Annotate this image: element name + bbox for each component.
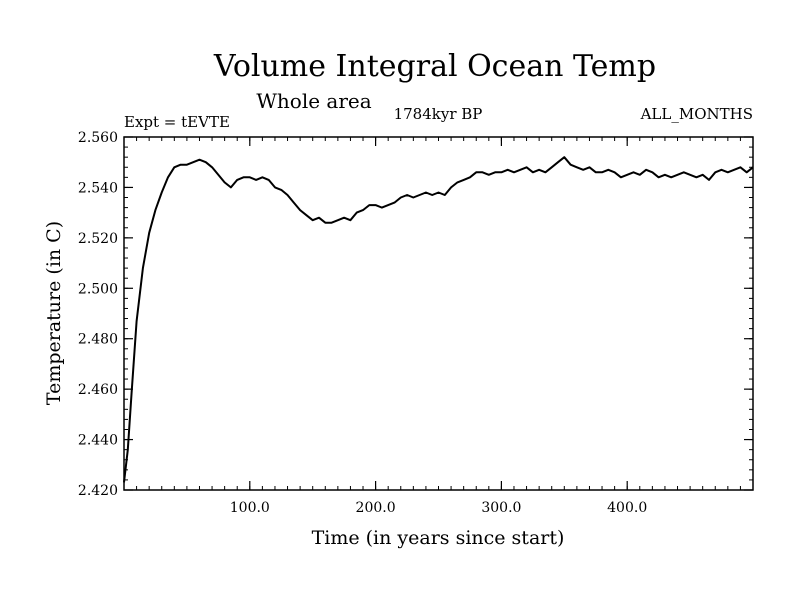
plot-frame bbox=[123, 136, 754, 491]
y-tick-label: 2.420 bbox=[78, 483, 118, 499]
y-tick-label: 2.540 bbox=[78, 180, 118, 196]
months-label: ALL_MONTHS bbox=[640, 105, 753, 123]
x-axis-tick-labels: 100.0 200.0 300.0 400.0 bbox=[230, 500, 647, 516]
x-tick-label: 400.0 bbox=[607, 500, 647, 516]
y-tick-label: 2.460 bbox=[78, 382, 118, 398]
x-tick-label: 100.0 bbox=[230, 500, 270, 516]
period-label: 1784kyr BP bbox=[394, 105, 483, 123]
x-tick-label: 300.0 bbox=[481, 500, 521, 516]
y-tick-label: 2.500 bbox=[78, 281, 118, 297]
x-axis-label: Time (in years since start) bbox=[312, 527, 565, 549]
chart-subtitle: Whole area bbox=[256, 89, 371, 113]
y-tick-label: 2.560 bbox=[78, 130, 118, 146]
y-axis-tick-labels: 2.420 2.440 2.460 2.480 2.500 2.520 2.540 2.560 bbox=[78, 130, 118, 499]
y-tick-label: 2.480 bbox=[78, 332, 118, 348]
experiment-label: Expt = tEVTE bbox=[124, 113, 230, 131]
y-tick-label: 2.440 bbox=[78, 433, 118, 449]
chart-title: Volume Integral Ocean Temp bbox=[213, 49, 656, 84]
x-tick-label: 200.0 bbox=[356, 500, 396, 516]
y-axis-label: Temperature (in C) bbox=[43, 221, 65, 405]
series-line-ocean-temp bbox=[123, 156, 754, 483]
y-tick-label: 2.520 bbox=[78, 231, 118, 247]
